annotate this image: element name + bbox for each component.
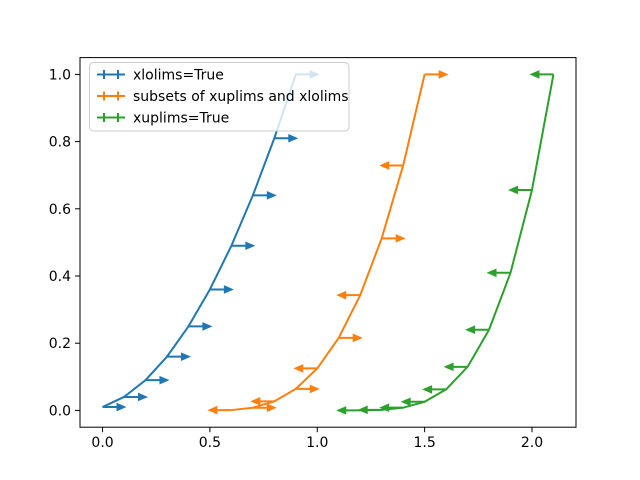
x-tick-label: 1.5 xyxy=(413,435,435,451)
arrow-left-icon xyxy=(293,364,304,373)
arrow-left-icon xyxy=(422,385,433,394)
arrow-right-icon xyxy=(159,375,170,385)
y-tick-label: 1.0 xyxy=(49,67,71,83)
arrow-left-icon xyxy=(207,405,218,415)
series-line xyxy=(231,74,426,412)
legend-label: subsets of xuplims and xlolims xyxy=(133,89,349,105)
arrow-left-icon xyxy=(379,161,390,170)
arrow-right-icon xyxy=(352,333,363,343)
arrow-left-icon xyxy=(336,290,347,300)
arrow-left-icon xyxy=(465,325,476,335)
arrow-right-icon xyxy=(180,352,191,361)
arrow-left-icon xyxy=(486,268,497,278)
arrow-right-icon xyxy=(288,133,299,143)
axes-frame xyxy=(79,57,577,428)
arrow-left-icon xyxy=(508,185,519,195)
arrow-right-icon xyxy=(202,322,213,331)
y-tick-label: 0.8 xyxy=(49,135,71,151)
arrow-right-icon xyxy=(266,403,277,413)
arrow-left-icon xyxy=(379,403,390,412)
arrow-right-icon xyxy=(266,191,277,200)
y-tick-label: 0.0 xyxy=(49,403,71,419)
legend-label: xuplims=True xyxy=(133,111,229,127)
y-tick-label: 0.2 xyxy=(49,336,71,352)
x-tick-label: 0.5 xyxy=(199,435,221,451)
arrow-left-icon xyxy=(357,405,368,415)
arrow-right-icon xyxy=(309,384,320,394)
arrow-right-icon xyxy=(137,392,148,402)
arrow-left-icon xyxy=(250,397,261,406)
arrow-right-icon xyxy=(245,241,256,251)
x-tick-label: 2.0 xyxy=(521,435,543,451)
arrow-right-icon xyxy=(116,402,127,412)
x-tick-label: 1.0 xyxy=(306,435,328,451)
legend-box xyxy=(89,62,350,132)
legend-label: xlolims=True xyxy=(133,68,224,84)
y-tick-label: 0.6 xyxy=(49,202,71,218)
arrow-left-icon xyxy=(443,362,454,372)
series-line xyxy=(102,74,297,408)
arrow-left-icon xyxy=(400,397,411,407)
arrow-right-icon xyxy=(438,70,449,79)
x-tick-label: 0.0 xyxy=(91,435,113,451)
arrow-left-icon xyxy=(529,70,540,79)
arrow-left-icon xyxy=(336,406,347,415)
y-tick-label: 0.4 xyxy=(49,269,71,285)
arrow-right-icon xyxy=(223,285,234,294)
series-line xyxy=(360,74,555,412)
arrow-right-icon xyxy=(395,234,406,243)
